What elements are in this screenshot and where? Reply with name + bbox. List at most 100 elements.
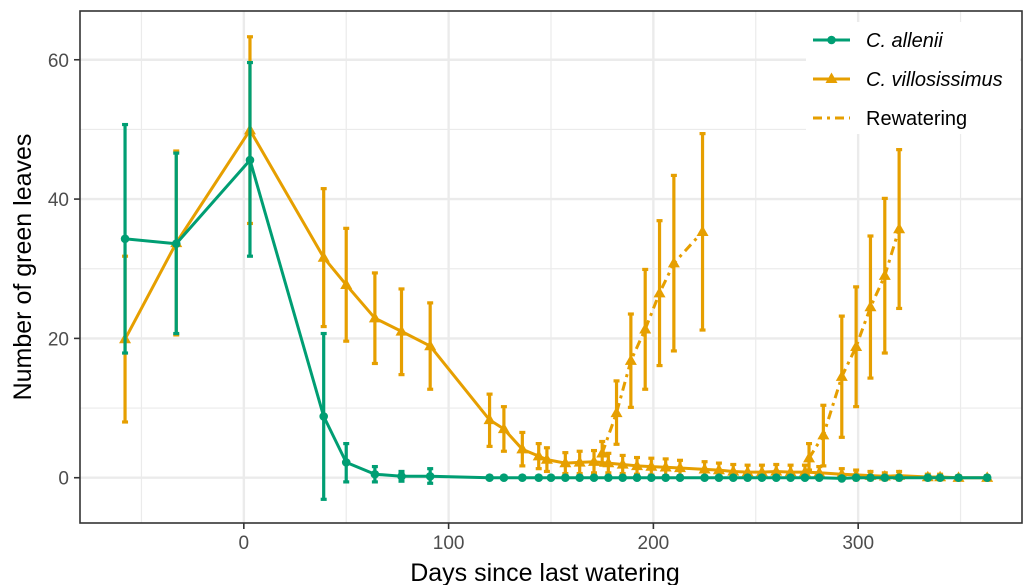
c-allenii-point — [632, 473, 642, 483]
x-tick-label: 0 — [239, 533, 250, 554]
rewatering-point — [803, 451, 816, 463]
c-allenii-point — [499, 473, 509, 483]
y-axis-title: Number of green leaves — [9, 134, 37, 401]
x-tick-label: 300 — [842, 533, 874, 554]
c-allenii-point — [880, 473, 890, 483]
axis-ticks — [74, 58, 859, 529]
legend-label-rewatering: Rewatering — [866, 108, 967, 130]
c-allenii-point — [814, 473, 824, 483]
c-villosissimus-point — [741, 465, 754, 477]
x-axis-title: Days since last watering — [410, 559, 680, 585]
c-allenii-point — [837, 474, 847, 483]
c-villosissimus-point — [588, 455, 601, 466]
rewatering-point — [624, 354, 637, 365]
c-allenii-point — [370, 469, 380, 479]
legend-label-villosissimus: C. villosissimus — [866, 69, 1003, 91]
c-allenii-point — [425, 472, 435, 481]
c-allenii-point — [120, 234, 130, 244]
c-villosissimus-point — [674, 461, 687, 473]
c-allenii-point — [700, 473, 709, 483]
c-villosissimus-point — [712, 463, 725, 475]
series-rewatering — [596, 132, 906, 472]
c-villosissimus-point — [813, 466, 826, 478]
c-allenii-point — [714, 473, 724, 483]
rewatering-point — [610, 406, 623, 418]
rewatering-point — [596, 447, 609, 458]
c-allenii-point — [518, 473, 527, 483]
c-villosissimus-point — [540, 453, 553, 464]
c-allenii-point — [661, 473, 670, 483]
rewatering-point — [817, 428, 830, 440]
rewatering-point — [878, 269, 891, 280]
c-allenii-point — [589, 473, 599, 483]
x-tick-label: 100 — [433, 533, 465, 554]
c-villosissimus-point — [532, 449, 545, 461]
plot-border — [79, 10, 1023, 524]
legend-key-villosissimus — [813, 72, 850, 83]
c-villosissimus-point — [784, 465, 797, 477]
c-allenii-line — [124, 158, 988, 480]
rewatering-point — [893, 222, 906, 234]
c-villosissimus-point — [317, 251, 330, 262]
c-allenii-point — [341, 458, 351, 467]
c-allenii-point — [534, 473, 544, 483]
c-allenii-point — [982, 473, 992, 483]
c-villosissimus-point — [727, 465, 740, 476]
c-allenii-point — [728, 473, 738, 483]
c-allenii-point — [786, 473, 795, 483]
legend-marker-allenii — [827, 35, 836, 45]
c-villosissimus-point — [602, 456, 615, 468]
c-allenii-point — [675, 473, 685, 483]
c-allenii-point — [757, 473, 767, 483]
c-villosissimus-point — [340, 278, 353, 289]
c-allenii-point — [561, 473, 570, 483]
c-villosissimus-point — [698, 463, 711, 474]
y-tick-label: 60 — [48, 51, 69, 72]
series-c-allenii — [120, 60, 992, 501]
c-allenii-point — [647, 473, 656, 483]
rewatering-point — [667, 256, 680, 268]
c-villosissimus-point — [770, 465, 783, 476]
rewatering-point — [835, 370, 848, 381]
c-villosissimus-point — [497, 422, 510, 434]
c-villosissimus-point — [645, 460, 658, 471]
legend: C. allenii C. villosissimus Rewatering — [806, 22, 1020, 134]
c-allenii-point — [618, 473, 627, 483]
c-allenii-point — [800, 473, 810, 483]
c-allenii-point — [485, 473, 494, 483]
c-allenii-point — [575, 473, 584, 483]
c-villosissimus-point — [395, 325, 408, 336]
tick-labels: 0 100 200 300 0 20 40 60 — [48, 51, 874, 554]
series-layer — [119, 35, 994, 501]
rewatering-point — [850, 340, 863, 351]
c-allenii-point — [604, 473, 613, 483]
c-allenii-point — [771, 473, 781, 483]
c-villosissimus-point — [483, 413, 496, 425]
c-allenii-point — [743, 473, 752, 483]
c-villosissimus-point — [631, 459, 644, 471]
rewatering-point — [696, 225, 709, 237]
x-tick-label: 200 — [638, 533, 670, 554]
c-allenii-point — [923, 473, 933, 483]
c-allenii-point — [171, 239, 181, 248]
c-villosissimus-point — [798, 465, 811, 477]
c-villosissimus-point — [368, 311, 381, 323]
c-villosissimus-point — [424, 339, 437, 351]
c-allenii-point — [245, 155, 255, 165]
c-allenii-point — [319, 412, 328, 421]
c-allenii-point — [546, 473, 556, 483]
rewatering-point — [864, 300, 877, 312]
c-allenii-point — [894, 473, 904, 483]
legend-label-allenii: C. allenii — [866, 30, 943, 52]
rewatering-point — [639, 323, 652, 334]
c-allenii-point — [866, 473, 875, 483]
y-tick-label: 0 — [58, 469, 69, 490]
c-villosissimus-point — [573, 456, 586, 467]
c-allenii-point — [397, 472, 406, 481]
c-villosissimus-point — [516, 442, 529, 454]
c-villosissimus-point — [616, 458, 629, 469]
c-allenii-point — [935, 473, 945, 483]
c-villosissimus-point — [755, 465, 768, 477]
c-villosissimus-point — [659, 460, 672, 472]
